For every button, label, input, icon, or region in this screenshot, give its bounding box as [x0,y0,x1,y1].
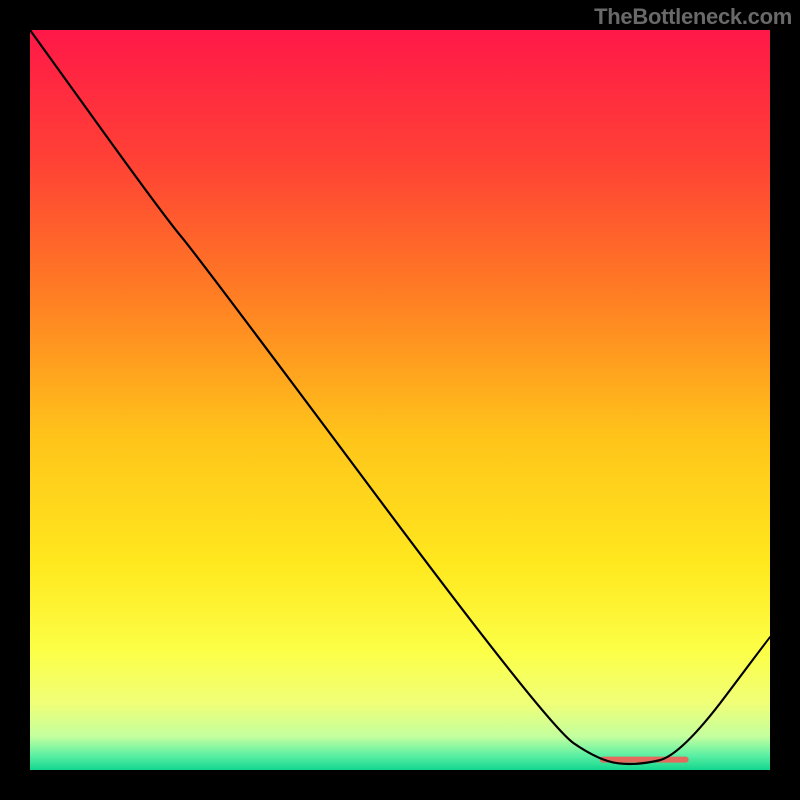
plot-background [30,30,770,770]
bottleneck-plot [30,30,770,770]
attribution-label: TheBottleneck.com [594,4,792,30]
chart-container: TheBottleneck.com [0,0,800,800]
